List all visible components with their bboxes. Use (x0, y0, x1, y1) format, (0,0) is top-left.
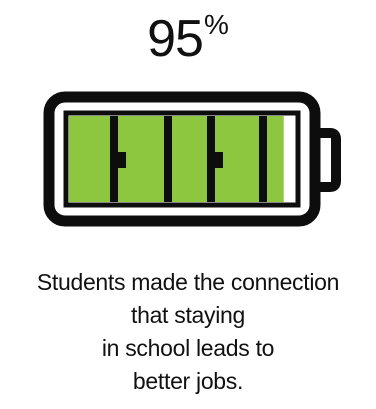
caption-line-1: Students made the connection (36, 269, 340, 295)
battery-segment-marks (110, 116, 267, 202)
segment-divider (207, 116, 215, 202)
battery-casing (43, 91, 321, 227)
battery-terminal (315, 128, 341, 192)
caption-line-2: that staying (130, 302, 246, 328)
battery-charge-fill (69, 116, 284, 202)
caption-line-4: better jobs. (132, 368, 244, 394)
percent-unit: % (203, 9, 229, 40)
caption-text: Students made the connection that stayin… (0, 266, 376, 398)
segment-divider (110, 116, 118, 202)
segment-divider (164, 116, 172, 202)
battery-inner-frame (63, 110, 301, 208)
segment-notch (215, 152, 223, 168)
percent-value: 95 (147, 10, 204, 68)
segment-notch (118, 152, 126, 168)
caption-line-3: in school leads to (101, 335, 275, 361)
percent-stat: 95% (0, 8, 376, 70)
segment-divider (259, 116, 267, 202)
